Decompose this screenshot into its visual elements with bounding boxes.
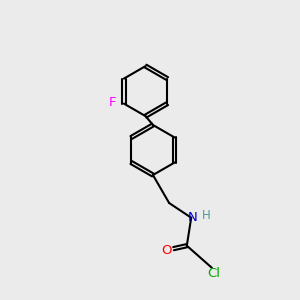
Text: H: H	[202, 209, 211, 222]
Text: N: N	[188, 211, 197, 224]
Text: Cl: Cl	[207, 267, 220, 280]
Text: O: O	[161, 244, 171, 256]
Text: F: F	[109, 96, 116, 109]
